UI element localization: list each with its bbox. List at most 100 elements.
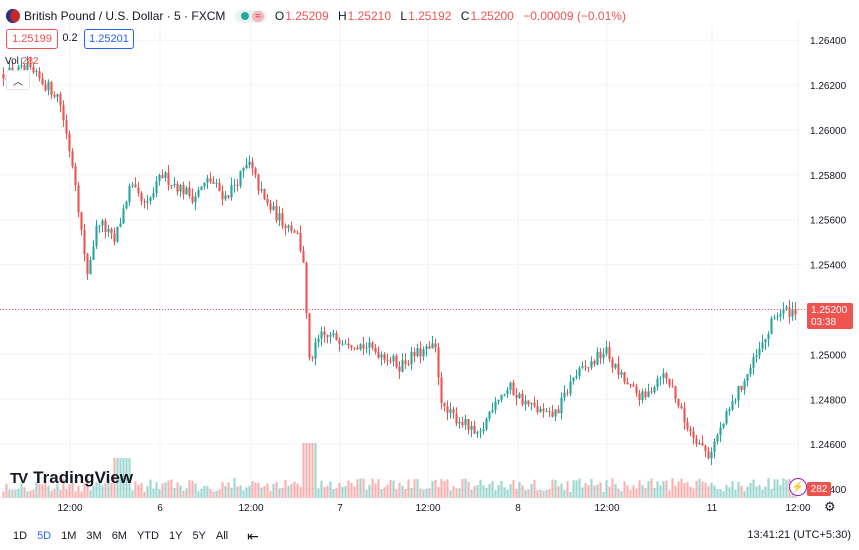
candle-body	[299, 232, 302, 251]
candle-body	[287, 225, 290, 228]
candle-body	[323, 331, 326, 336]
candle-body	[68, 133, 71, 152]
candle-body	[626, 382, 629, 385]
volume-bar	[59, 489, 62, 498]
wave-icon: ≈	[252, 10, 264, 22]
volume-bar	[629, 489, 632, 498]
volume-bar	[626, 485, 629, 498]
symbol-title[interactable]: British Pound / U.S. Dollar · 5 · FXCM	[24, 9, 226, 23]
y-tick-label: 1.26400	[810, 36, 847, 47]
volume-bar	[335, 488, 338, 498]
candle-body	[164, 172, 167, 179]
candle-body	[497, 399, 500, 402]
volume-bar	[773, 479, 776, 498]
lightning-icon[interactable]: ⚡	[789, 478, 807, 496]
timeframe-all[interactable]: All	[215, 530, 229, 542]
timeframe-6m[interactable]: 6M	[111, 530, 127, 542]
volume-bar	[212, 491, 215, 498]
volume-bar	[671, 478, 674, 498]
candle-body	[701, 442, 704, 446]
candle-body	[410, 351, 413, 365]
volume-bar	[215, 490, 218, 498]
volume-bar	[422, 489, 425, 498]
timeframe-1d[interactable]: 1D	[13, 530, 28, 542]
sell-button[interactable]: 1.25199	[6, 29, 58, 49]
volume-bar	[596, 484, 599, 498]
volume-bar	[167, 480, 170, 498]
timeframe-5y[interactable]: 5Y	[192, 530, 206, 542]
volume-bar	[302, 443, 305, 498]
volume-bar	[332, 489, 335, 498]
timeframe-ytd[interactable]: YTD	[136, 530, 159, 542]
candle-body	[740, 385, 743, 390]
candle-body	[596, 351, 599, 365]
price-axis[interactable]: 1.26400 1.26200 1.26000 1.25800 1.25600 1.254…	[810, 36, 847, 496]
volume-bar	[677, 481, 680, 498]
timeframe-1y[interactable]: 1Y	[168, 530, 183, 542]
gear-icon[interactable]: ⚙	[824, 499, 836, 514]
volume-bar	[497, 485, 500, 498]
volume-bar	[515, 488, 518, 498]
volume-bar	[317, 488, 320, 498]
candle-body	[569, 381, 572, 394]
volume-bar	[623, 481, 626, 498]
buy-button[interactable]: 1.25201	[84, 29, 134, 49]
x-tick-label: 12:00	[785, 503, 810, 514]
timeframe-3m[interactable]: 3M	[86, 530, 102, 542]
timeframe-5d[interactable]: 5D	[37, 530, 52, 542]
candle-body	[431, 343, 434, 349]
volume-bar	[704, 482, 707, 498]
market-status[interactable]: ≈	[235, 9, 267, 23]
tradingview-logo: TV TradingView	[10, 468, 133, 488]
chevron-up-icon: ︿	[13, 76, 23, 88]
volume-bar	[143, 491, 146, 498]
volume-bar	[191, 480, 194, 498]
volume-bar	[434, 479, 437, 498]
candle-body	[131, 184, 134, 186]
volume-bar	[662, 481, 665, 498]
candle-body	[347, 343, 350, 346]
y-tick-label: 1.25000	[810, 350, 847, 361]
volume-bar	[479, 479, 482, 498]
volume-bar	[617, 488, 620, 498]
candle-body	[128, 185, 131, 202]
candle-body	[266, 198, 269, 204]
volume-bar	[635, 488, 638, 498]
time-axis[interactable]: 12:00 6 12:00 7 12:00 8 12:00 11 12:00	[57, 503, 810, 514]
volume-bar	[131, 490, 134, 498]
candle-body	[35, 71, 38, 73]
candle-body	[143, 201, 146, 203]
volume-bar	[713, 485, 716, 498]
candle-body	[122, 208, 125, 224]
candle-body	[47, 81, 50, 91]
candle-body	[185, 187, 188, 195]
volume-bar	[326, 485, 329, 498]
volume-bar	[722, 491, 725, 498]
candle-body	[404, 360, 407, 364]
collapse-legend-button[interactable]: ︿	[6, 70, 30, 90]
date-range-icon[interactable]: ⇤	[247, 527, 259, 544]
volume-bar	[278, 488, 281, 498]
volume-bar	[641, 485, 644, 498]
candle-body	[671, 385, 674, 387]
candle-body	[758, 348, 761, 356]
candle-body	[77, 185, 80, 213]
volume-bar	[650, 478, 653, 498]
candle-body	[458, 421, 461, 424]
volume-bar	[425, 488, 428, 498]
candle-body	[149, 197, 152, 201]
candle-body	[524, 400, 527, 405]
candle-body	[65, 120, 68, 134]
candle-body	[710, 452, 713, 459]
candle-body	[101, 220, 104, 226]
candle-body	[269, 203, 272, 210]
candle-body	[500, 394, 503, 400]
clock[interactable]: 13:41:21 (UTC+5:30)	[747, 529, 851, 541]
candle-body	[296, 232, 299, 234]
volume-bar	[209, 488, 212, 498]
candle-body	[494, 401, 497, 410]
candle-body	[536, 406, 539, 413]
volume-bar	[53, 488, 56, 498]
timeframe-1m[interactable]: 1M	[61, 530, 77, 542]
